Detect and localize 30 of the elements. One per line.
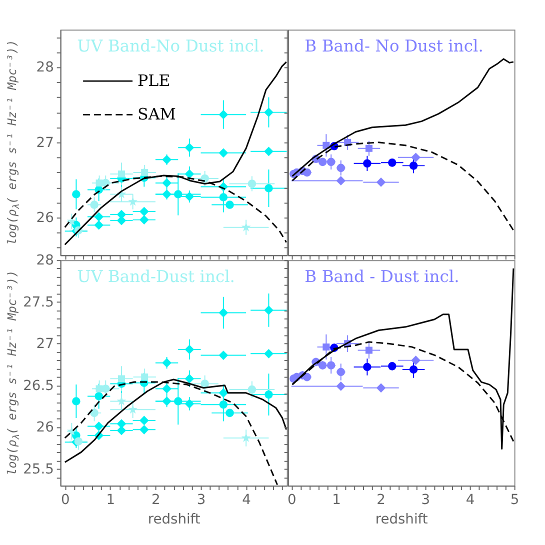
x-tick-label: 3 [421, 492, 430, 508]
y-tick-label: 26 [36, 420, 54, 436]
chart-title: B Band- No Dust incl. [304, 36, 484, 56]
y-tick-label: 26.5 [23, 378, 54, 394]
y-tick-label: 27 [36, 336, 54, 352]
chart-title: UV Band-Dust incl. [77, 266, 236, 286]
x-tick-label: 1 [106, 492, 116, 508]
y-tick-label: 25.5 [23, 461, 54, 478]
y-tick-label: 26 [36, 210, 54, 226]
y-tick-label: 27.5 [23, 294, 54, 310]
chart-title: B Band - Dust incl. [304, 266, 460, 286]
x-tick-label: 2 [152, 492, 160, 508]
y-axis-title: log(ρλ( ergs s⁻¹ Hz⁻¹ Mpc⁻³)) [4, 40, 22, 246]
chart-title: UV Band-No Dust incl. [77, 36, 264, 56]
x-tick-label: 4 [242, 492, 252, 508]
legend-label: PLE [137, 71, 170, 90]
x-tick-label: 2 [376, 492, 386, 508]
y-tick-label: 28 [36, 252, 54, 269]
x-tick-label: 0 [287, 492, 296, 508]
legend-label: SAM [137, 104, 176, 124]
y-axis-title: log(ρλ( ergs s⁻¹ Hz⁻¹ Mpc⁻³)) [4, 270, 22, 476]
y-tick-label: 27 [36, 134, 54, 151]
x-tick-label: 0 [60, 492, 70, 508]
x-tick-label: 4 [466, 492, 475, 508]
x-axis-title: redshift [148, 512, 201, 528]
x-tick-label: 1 [332, 492, 341, 508]
x-axis-title: redshift [375, 512, 428, 528]
x-tick-label: 5 [510, 492, 520, 508]
y-tick-label: 28 [36, 60, 54, 76]
x-tick-label: 3 [196, 492, 206, 508]
